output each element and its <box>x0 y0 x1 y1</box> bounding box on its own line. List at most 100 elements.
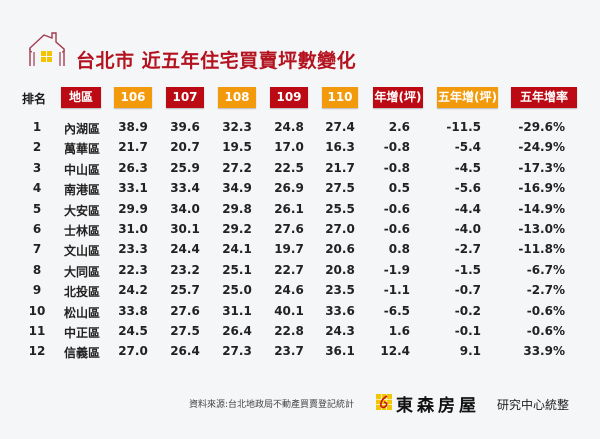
year-106-cell: 29.9 <box>118 201 148 216</box>
year-110-cell: 23.5 <box>325 283 355 298</box>
year-108-cell: 32.3 <box>222 120 252 134</box>
five-year-cell: -4.0 <box>454 222 481 236</box>
year-106-cell: 22.3 <box>118 262 148 277</box>
rank-cell: 1 <box>32 120 42 134</box>
year-107-cell: 34.0 <box>170 201 200 216</box>
header-yoy: 年增(坪) <box>373 87 423 108</box>
year-106-cell: 27.0 <box>118 344 148 359</box>
five-year-rate-cell: -16.9% <box>518 181 565 196</box>
year-110-cell: 33.6 <box>325 303 355 318</box>
year-110-cell: 20.6 <box>325 242 355 257</box>
year-108-cell: 24.1 <box>222 242 252 257</box>
year-110-cell: 27.5 <box>325 181 355 196</box>
rank-cell: 12 <box>28 344 46 359</box>
yoy-cell: -1.9 <box>383 262 410 277</box>
brand-subtitle: 研究中心統整 <box>497 398 570 412</box>
year-108-cell: 25.0 <box>222 283 252 298</box>
rank-cell: 4 <box>32 181 42 196</box>
year-107-cell: 23.2 <box>170 262 200 277</box>
year-108-cell: 25.1 <box>222 262 252 277</box>
yoy-cell: -1.1 <box>383 283 410 298</box>
district-cell: 萬華區 <box>64 142 101 157</box>
district-cell: 內湖區 <box>64 122 101 136</box>
five-year-cell: -4.4 <box>454 201 481 216</box>
year-107-cell: 30.1 <box>170 222 200 236</box>
rank-cell: 6 <box>32 222 42 236</box>
five-year-cell: -0.7 <box>454 283 481 298</box>
yoy-cell: -0.6 <box>383 201 410 216</box>
year-107-cell: 25.7 <box>170 283 200 298</box>
district-cell: 南港區 <box>64 183 101 198</box>
year-109-cell: 26.1 <box>274 201 304 216</box>
yoy-cell: 0.5 <box>388 181 410 196</box>
rank-cell: 10 <box>28 303 46 318</box>
yoy-cell: -0.8 <box>383 140 410 155</box>
district-cell: 大同區 <box>64 264 101 279</box>
five-year-cell: -4.5 <box>454 160 481 175</box>
yoy-cell: -0.8 <box>383 160 410 175</box>
year-109-cell: 22.5 <box>274 160 304 175</box>
year-106-cell: 38.9 <box>118 120 148 134</box>
five-year-rate-cell: -24.9% <box>518 140 565 155</box>
year-106-cell: 33.1 <box>118 181 148 196</box>
year-109-cell: 24.8 <box>274 120 304 134</box>
table-row: 7 文山區 23.3 24.4 24.1 19.7 20.6 0.8 -2.7 -11.8% <box>0 242 600 262</box>
yoy-cell: -0.6 <box>383 222 410 236</box>
table-row: 12 信義區 27.0 26.4 27.3 23.7 36.1 12.4 9.1 33.9% <box>0 344 600 364</box>
year-110-cell: 21.7 <box>325 160 355 175</box>
year-110-cell: 27.0 <box>325 222 355 236</box>
year-108-cell: 26.4 <box>222 324 252 338</box>
rank-cell: 11 <box>28 324 46 338</box>
district-cell: 信義區 <box>64 346 101 361</box>
year-107-cell: 27.5 <box>170 324 200 338</box>
header-five-year: 五年增(坪) <box>437 87 498 108</box>
five-year-rate-cell: 33.9% <box>523 344 565 359</box>
year-106-cell: 23.3 <box>118 242 148 257</box>
table-row: 8 大同區 22.3 23.2 25.1 22.7 20.8 -1.9 -1.5 -6.7% <box>0 263 600 283</box>
district-cell: 北投區 <box>64 285 101 300</box>
year-109-cell: 27.6 <box>274 222 304 236</box>
table-row: 3 中山區 26.3 25.9 27.2 22.5 21.7 -0.8 -4.5 -17.3% <box>0 161 600 181</box>
year-106-cell: 31.0 <box>118 222 148 236</box>
five-year-rate-cell: -0.6% <box>526 303 565 318</box>
rank-cell: 7 <box>32 242 42 257</box>
year-109-cell: 40.1 <box>274 303 304 318</box>
table-row: 1 內湖區 38.9 39.6 32.3 24.8 27.4 2.6 -11.5 -29.6% <box>0 120 600 140</box>
year-107-cell: 24.4 <box>170 242 200 257</box>
five-year-cell: -11.5 <box>446 120 481 134</box>
year-106-cell: 24.2 <box>118 283 148 298</box>
brand-logo-icon <box>376 394 392 410</box>
year-109-cell: 23.7 <box>274 344 304 359</box>
rank-cell: 8 <box>32 262 42 277</box>
district-cell: 中正區 <box>64 326 101 340</box>
table-row: 4 南港區 33.1 33.4 34.9 26.9 27.5 0.5 -5.6 -16.9% <box>0 181 600 201</box>
header-year-106: 106 <box>114 87 152 108</box>
five-year-cell: -5.6 <box>454 181 481 196</box>
yoy-cell: 12.4 <box>380 344 410 359</box>
year-109-cell: 19.7 <box>274 242 304 257</box>
house-icon <box>29 32 65 66</box>
year-110-cell: 27.4 <box>325 120 355 134</box>
brand-name: 東森房屋 <box>396 396 480 416</box>
year-109-cell: 22.8 <box>274 324 304 338</box>
year-110-cell: 36.1 <box>325 344 355 359</box>
year-110-cell: 24.3 <box>325 324 355 338</box>
year-109-cell: 24.6 <box>274 283 304 298</box>
five-year-rate-cell: -14.9% <box>518 201 565 216</box>
five-year-cell: 9.1 <box>459 344 481 359</box>
five-year-rate-cell: -13.0% <box>518 222 565 236</box>
header-year-107: 107 <box>166 87 204 108</box>
year-108-cell: 29.8 <box>222 201 252 216</box>
five-year-rate-cell: -11.8% <box>518 242 565 257</box>
source-note: 資料來源:台北地政局不動產買賣登記統計 <box>189 400 355 410</box>
five-year-rate-cell: -6.7% <box>526 262 565 277</box>
header-year-108: 108 <box>218 87 256 108</box>
year-108-cell: 19.5 <box>222 140 252 155</box>
district-cell: 大安區 <box>64 203 101 218</box>
header-district: 地區 <box>61 87 101 108</box>
five-year-cell: -2.7 <box>454 242 481 257</box>
year-106-cell: 21.7 <box>118 140 148 155</box>
rank-cell: 9 <box>32 283 42 298</box>
district-cell: 中山區 <box>64 162 101 177</box>
year-107-cell: 27.6 <box>170 303 200 318</box>
